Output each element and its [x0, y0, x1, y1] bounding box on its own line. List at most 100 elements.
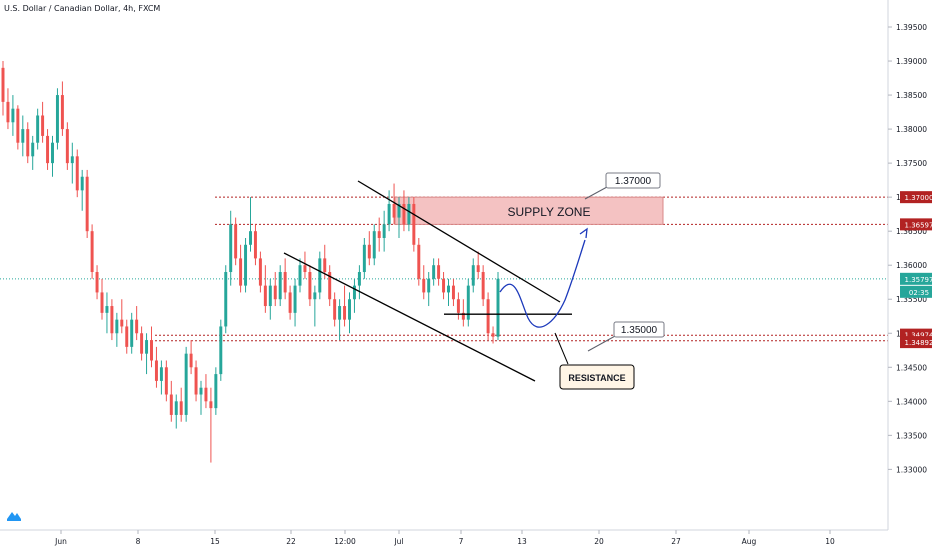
channel-upper-trendline	[357, 180, 561, 303]
candle-body	[432, 265, 436, 279]
candle-body	[135, 319, 139, 334]
candle	[268, 278, 272, 320]
candle	[442, 272, 446, 300]
projection-path	[499, 239, 586, 328]
candle-body	[80, 176, 84, 191]
candle	[253, 224, 257, 266]
candle	[402, 190, 406, 232]
price-tick-label: 1.36500	[896, 227, 927, 236]
candle	[179, 387, 183, 422]
candle	[26, 122, 30, 164]
candle	[115, 312, 119, 347]
candle-body	[283, 272, 287, 293]
candle	[417, 237, 421, 286]
candle	[427, 272, 431, 307]
candle-body	[85, 176, 89, 232]
candle-body	[21, 129, 25, 143]
candle-body	[16, 108, 20, 143]
candle	[120, 299, 124, 334]
candle-body	[461, 312, 465, 320]
candle	[41, 101, 45, 143]
price-badge-current-badge	[900, 272, 932, 285]
candle	[169, 380, 173, 422]
price-tick-label: 1.34500	[896, 363, 927, 372]
candle	[283, 258, 287, 300]
time-tick-label: 20	[594, 537, 604, 546]
price-tick-label: 1.35500	[896, 295, 927, 304]
candle-body	[491, 333, 495, 337]
candle-body	[372, 231, 376, 259]
candle	[209, 387, 213, 463]
candle	[244, 237, 248, 293]
candle	[486, 292, 490, 341]
candle	[293, 278, 297, 327]
candle-body	[154, 360, 158, 381]
candle	[407, 197, 411, 232]
candle-body	[273, 285, 277, 300]
candle-body	[110, 306, 114, 334]
candle	[154, 346, 158, 388]
candle-body	[55, 95, 59, 143]
time-tick-label: Jun	[54, 537, 67, 546]
callout-low-label: 1.35000	[621, 325, 658, 336]
candle-body	[402, 203, 406, 225]
candle-body	[392, 203, 396, 218]
candle-body	[224, 272, 228, 327]
candle	[234, 217, 238, 266]
candle-body	[179, 401, 183, 415]
candle-body	[268, 285, 272, 307]
candle	[70, 142, 74, 184]
candle-body	[481, 272, 485, 300]
candle-body	[486, 299, 490, 334]
candle-body	[412, 203, 416, 245]
candle-body	[125, 326, 129, 347]
price-badge-high-badge	[900, 191, 932, 204]
candle	[367, 231, 371, 266]
candle-body	[229, 224, 233, 273]
candle-body	[41, 115, 45, 136]
candle	[189, 340, 193, 375]
countdown-badge	[900, 285, 932, 298]
candle	[214, 367, 218, 415]
candle-body	[239, 258, 243, 286]
candle-body	[70, 156, 74, 164]
candle	[263, 265, 267, 313]
candle	[90, 224, 94, 279]
candle-body	[298, 265, 302, 286]
candle	[199, 380, 203, 415]
resistance-callout-label: RESISTANCE	[568, 373, 625, 383]
supply-zone-label: SUPPLY ZONE	[508, 205, 591, 219]
candle-body	[65, 129, 69, 164]
time-tick-label: Jul	[393, 537, 403, 546]
candle	[224, 265, 228, 334]
candle	[481, 265, 485, 307]
price-tick-label: 1.33000	[896, 465, 927, 474]
candle	[422, 265, 426, 300]
time-tick-label: 15	[210, 537, 220, 546]
candle-body	[323, 258, 327, 273]
candle-body	[442, 278, 446, 293]
candle	[85, 169, 89, 238]
candle-body	[407, 203, 411, 225]
price-tick-label: 1.39000	[896, 57, 927, 66]
price-tick-label: 1.38000	[896, 125, 927, 134]
candle-body	[159, 367, 163, 381]
candle	[273, 272, 277, 307]
candle-body	[204, 387, 208, 402]
candle	[362, 237, 366, 279]
candle	[145, 333, 149, 375]
candle-body	[150, 340, 153, 361]
candle-body	[209, 401, 213, 409]
candle	[338, 299, 342, 341]
candle-body	[11, 108, 15, 123]
candle-body	[60, 95, 64, 130]
price-tick-label: 1.33500	[896, 431, 927, 440]
candle	[164, 360, 168, 402]
candle-body	[234, 224, 238, 259]
candle-body	[496, 278, 500, 337]
time-tick-label: 12:00	[334, 537, 356, 546]
candle	[21, 115, 25, 157]
candle	[387, 190, 391, 232]
